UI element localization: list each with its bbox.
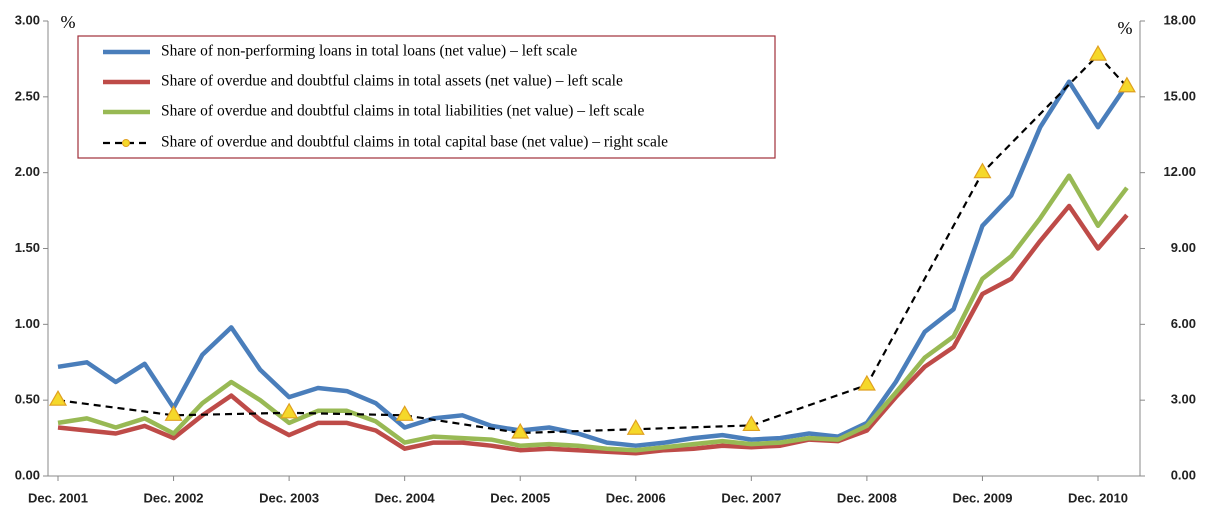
series-marker: [1117, 76, 1136, 93]
y-tick-label: 0.50: [15, 392, 40, 407]
legend-box: [77, 35, 776, 159]
series-line: [57, 173, 1129, 453]
series-line: [57, 79, 1129, 448]
y2-tick-label: 18.00: [1163, 12, 1196, 27]
y-tick-label: 3.00: [15, 12, 40, 27]
x-tick-label: Dec. 2006: [606, 490, 666, 505]
series-marker: [511, 422, 530, 439]
series-marker: [857, 374, 876, 391]
legend-label: Share of overdue and doubtful claims in …: [161, 134, 668, 151]
y2-tick-label: 12.00: [1163, 164, 1196, 179]
series-line: [57, 203, 1129, 456]
series-marker: [395, 405, 414, 421]
y-tick-label: 2.50: [15, 88, 40, 103]
x-tick-label: Dec. 2009: [952, 490, 1012, 505]
x-tick-label: Dec. 2004: [375, 490, 436, 505]
legend-marker: [122, 139, 130, 147]
x-tick-label: Dec. 2008: [837, 490, 897, 505]
legend-label: Share of non-performing loans in total l…: [161, 43, 577, 60]
series-marker: [164, 405, 183, 421]
x-tick-label: Dec. 2005: [490, 490, 550, 505]
x-tick-label: Dec. 2007: [721, 490, 781, 505]
series-marker: [973, 162, 992, 179]
legend-label: Share of overdue and doubtful claims in …: [161, 103, 644, 120]
y2-tick-label: 15.00: [1163, 88, 1196, 103]
series-marker: [48, 389, 68, 406]
series-marker: [626, 419, 645, 435]
x-tick-label: Dec. 2010: [1068, 490, 1128, 505]
x-tick-label: Dec. 2001: [28, 490, 88, 505]
x-tick-label: Dec. 2003: [259, 490, 319, 505]
y2-axis-label: %: [1118, 18, 1133, 38]
y-tick-label: 1.50: [15, 240, 40, 255]
y-axis-label: %: [61, 12, 76, 32]
y-tick-label: 0.00: [15, 467, 40, 482]
y2-tick-label: 3.00: [1171, 392, 1196, 407]
y2-tick-label: 9.00: [1171, 240, 1196, 255]
legend-label: Share of overdue and doubtful claims in …: [161, 73, 623, 90]
y2-tick-label: 0.00: [1171, 467, 1196, 482]
series-marker: [1088, 44, 1108, 61]
y2-tick-label: 6.00: [1171, 316, 1196, 331]
x-tick-label: Dec. 2002: [144, 490, 204, 505]
y-tick-label: 2.00: [15, 164, 40, 179]
y-tick-label: 1.00: [15, 316, 40, 331]
series-marker: [742, 415, 761, 432]
series-marker: [280, 402, 299, 419]
